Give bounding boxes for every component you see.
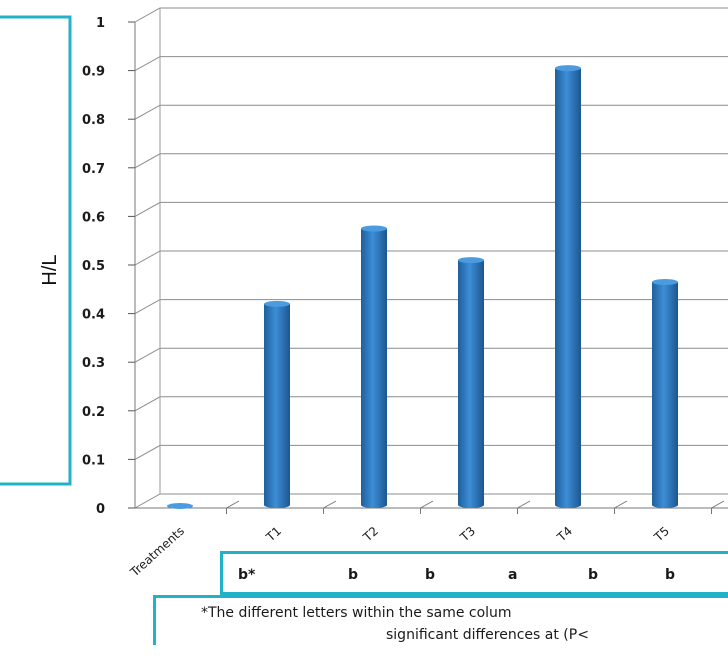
x-tick-label: T3 xyxy=(457,524,478,545)
footnote-line-1: *The different letters within the same c… xyxy=(201,605,512,621)
bars xyxy=(167,65,678,509)
y-axis-label: H/L xyxy=(39,254,61,285)
x-tick-label: Treatments xyxy=(127,524,187,580)
ylabel-bracket xyxy=(0,15,72,486)
y-tick-label: 0.6 xyxy=(82,210,105,225)
axes xyxy=(128,8,728,514)
grid-line xyxy=(134,7,728,23)
y-tick-label: 0.5 xyxy=(82,259,105,274)
bar-t3 xyxy=(458,257,484,508)
bar-treatments xyxy=(167,503,193,509)
y-tick-label: 0.8 xyxy=(82,113,105,128)
letter-treatments: b* xyxy=(238,567,256,583)
x-tick-label: T4 xyxy=(554,524,575,545)
bar-cap xyxy=(555,65,581,72)
x-tick-label: T2 xyxy=(360,524,381,545)
letter-t5: b xyxy=(665,567,676,583)
letter-t2: b xyxy=(425,567,436,583)
y-tick-label: 0.9 xyxy=(82,65,105,80)
x-tick-mark xyxy=(711,500,725,509)
bar-cap xyxy=(652,279,678,286)
significance-letters-box: b* b b a b b xyxy=(220,551,728,595)
y-tick-label: 0.3 xyxy=(82,356,105,371)
letter-t1: b xyxy=(348,567,359,583)
bar-body xyxy=(458,260,484,508)
x-tick-mark xyxy=(323,500,337,509)
y-tick-label: 0.7 xyxy=(82,162,105,177)
bar-cap xyxy=(458,257,484,264)
x-tick-label: T1 xyxy=(263,524,284,545)
grid-line xyxy=(134,56,728,72)
bar-body xyxy=(555,68,581,509)
bracket-line xyxy=(0,15,72,486)
letter-t4: b xyxy=(588,567,599,583)
x-tick-mark xyxy=(226,500,240,509)
bar-body xyxy=(264,303,290,508)
x-tick-mark xyxy=(614,500,628,509)
bar-t5 xyxy=(652,279,678,508)
y-tick-label: 0.2 xyxy=(82,405,105,420)
y-tick-labels: 0 0.1 0.2 0.3 0.4 0.5 0.6 0.7 0.8 0.9 1 xyxy=(82,16,105,517)
bar-t4 xyxy=(555,65,581,509)
y-tick-label: 0.1 xyxy=(82,453,105,468)
letter-t3: a xyxy=(508,567,518,583)
bar-cap xyxy=(361,225,387,232)
grid-line xyxy=(134,201,728,217)
grid-line xyxy=(134,299,728,315)
x-tick-mark xyxy=(517,500,531,509)
y-tick-label: 0.4 xyxy=(82,308,105,323)
bar-t1 xyxy=(264,300,290,508)
grid-line xyxy=(134,396,728,412)
grid-lines xyxy=(134,7,728,509)
grid-line xyxy=(134,347,728,363)
bar-t2 xyxy=(361,225,387,509)
y-tick-label: 0 xyxy=(96,502,105,517)
bar-body xyxy=(652,282,678,508)
bar-cap xyxy=(167,503,193,509)
x-tick-label: T5 xyxy=(651,524,672,545)
grid-line xyxy=(134,104,728,120)
grid-line xyxy=(134,493,728,509)
grid-line xyxy=(134,444,728,460)
footnote-box: *The different letters within the same c… xyxy=(153,595,728,645)
bar-body xyxy=(361,228,387,509)
footnote-line-2: significant differences at (P< xyxy=(386,627,589,643)
y-tick-label: 1 xyxy=(96,16,105,31)
grid-line xyxy=(134,250,728,266)
x-tick-mark xyxy=(420,500,434,509)
bar-cap xyxy=(264,300,290,307)
grid-line xyxy=(134,153,728,169)
